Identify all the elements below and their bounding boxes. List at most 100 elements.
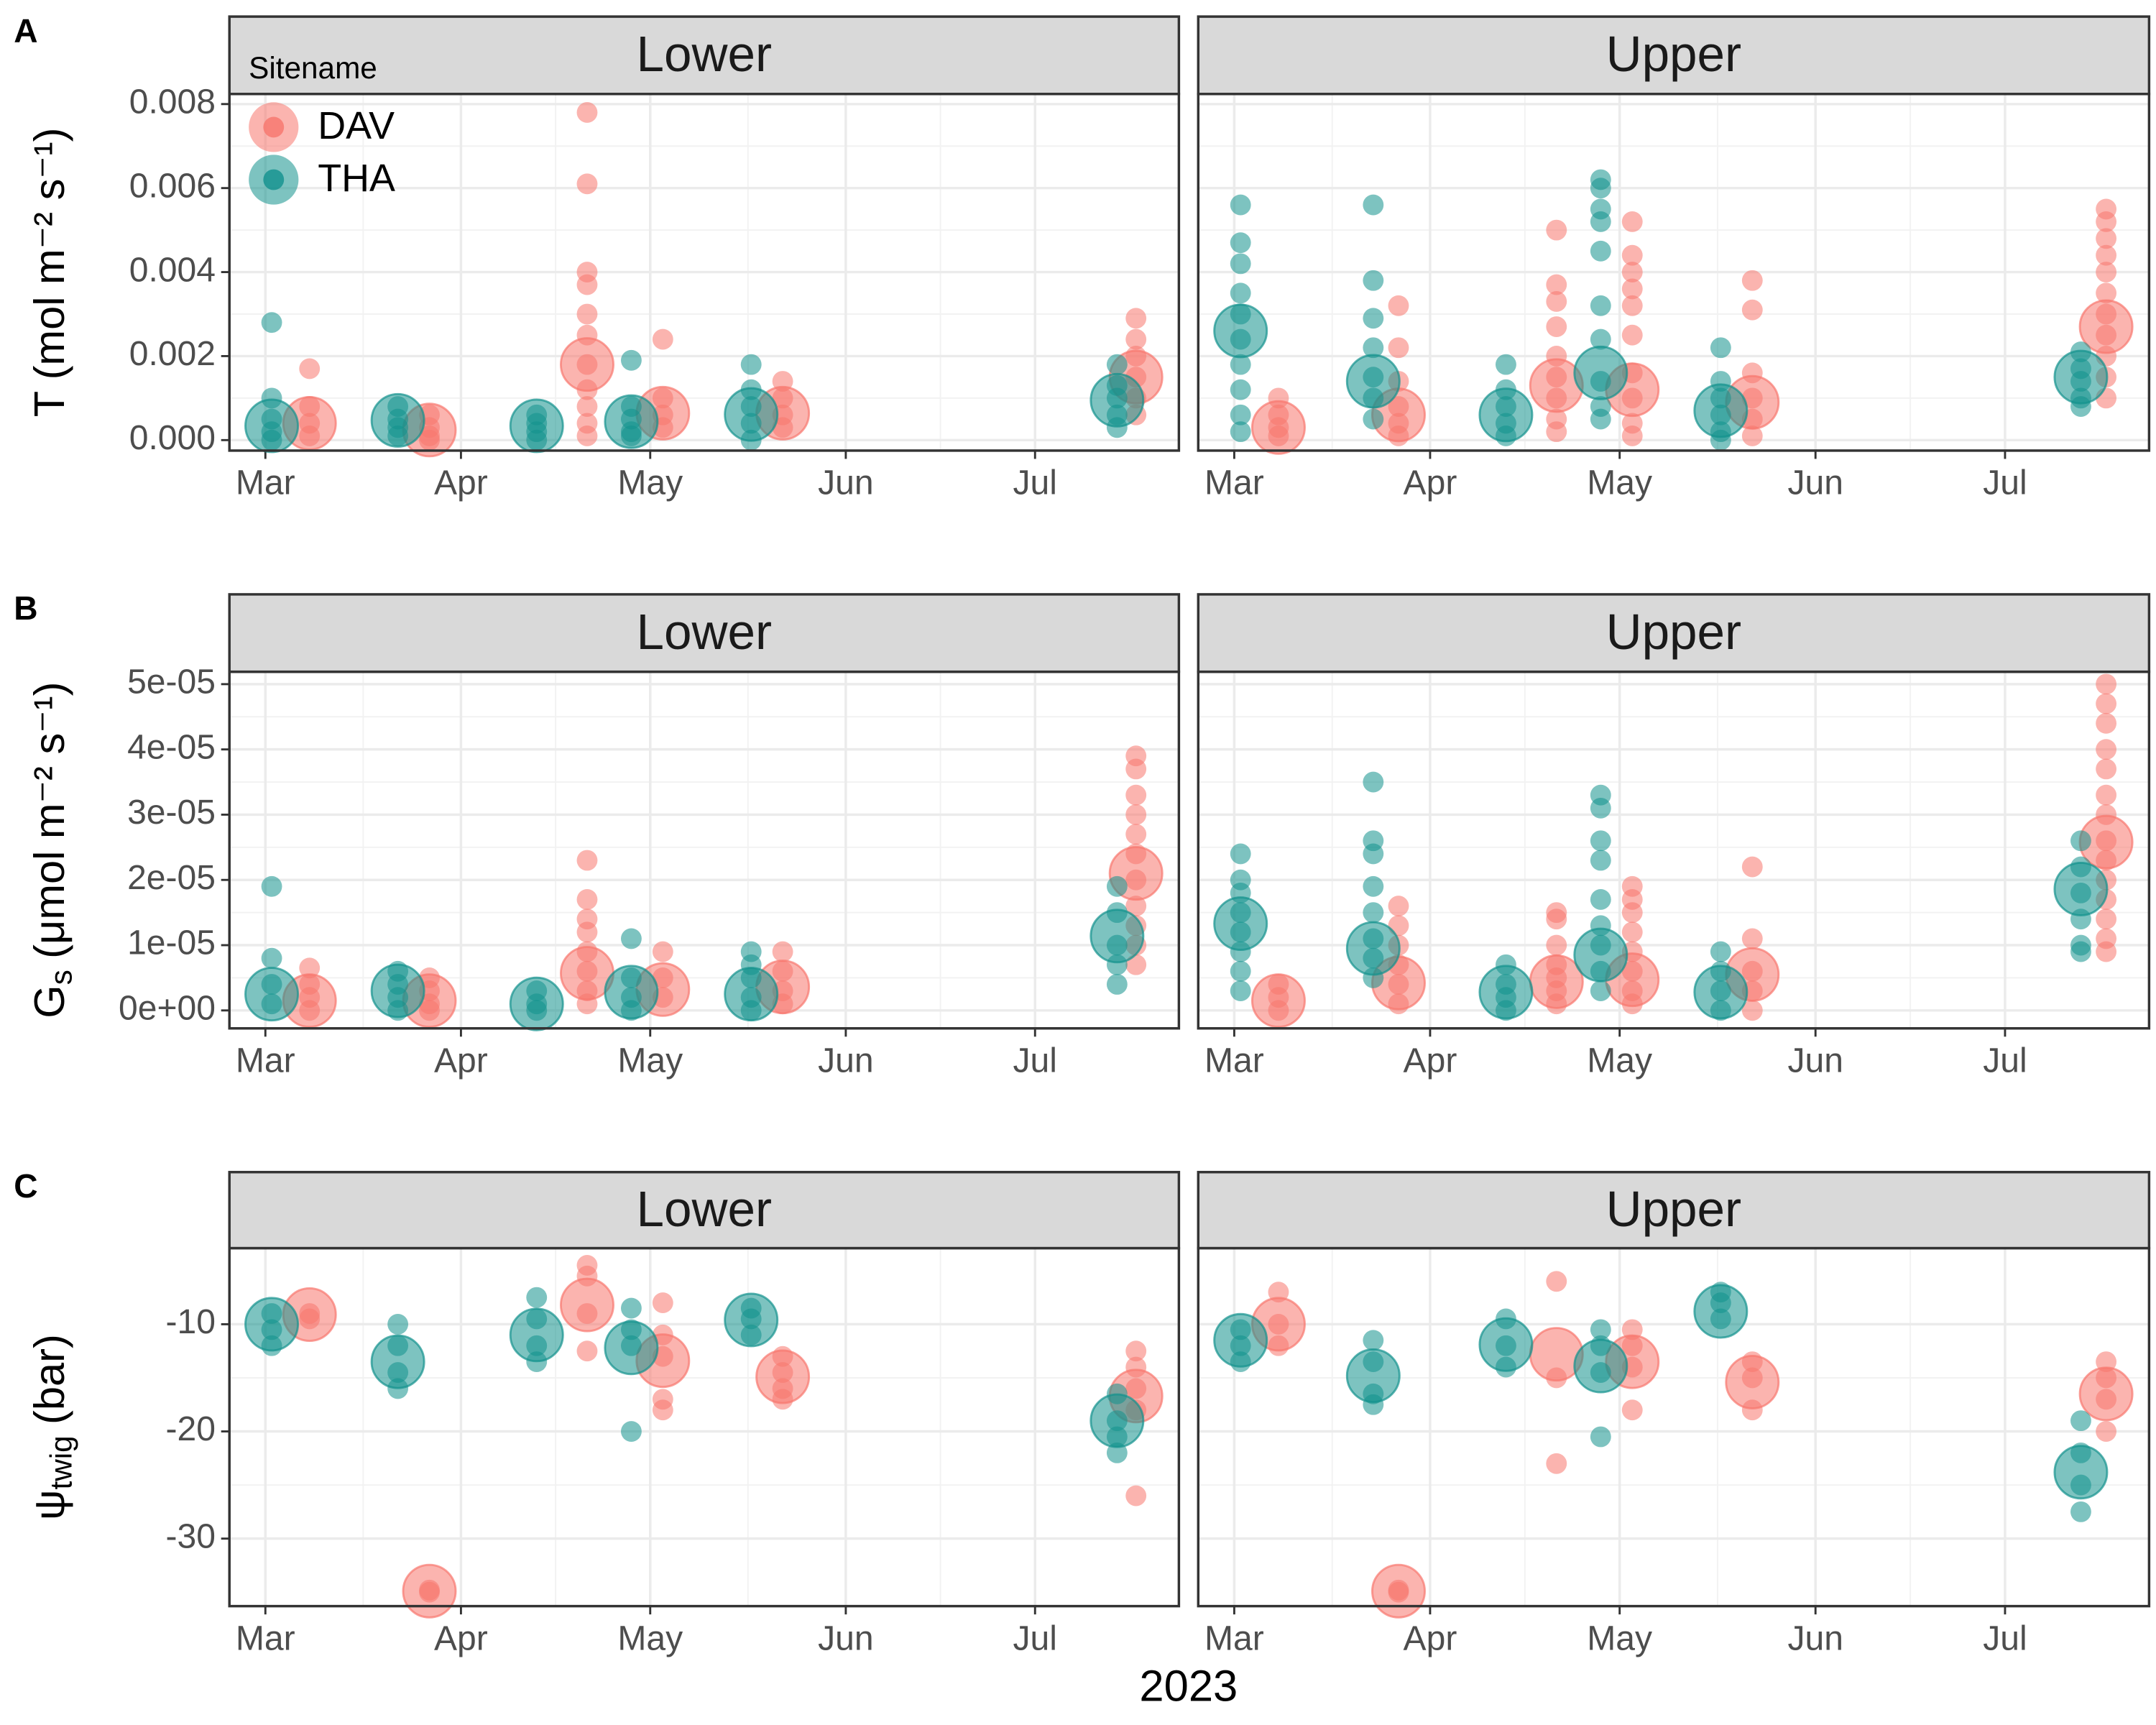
observation-point: [1363, 967, 1384, 988]
x-tick-label: Mar: [1204, 464, 1264, 502]
observation-point: [261, 387, 282, 409]
x-tick-label: Jun: [818, 464, 874, 502]
observation-point: [1230, 232, 1251, 254]
x-tick-label: Apr: [1404, 464, 1457, 502]
observation-point: [1230, 379, 1251, 400]
observation-point: [1125, 843, 1147, 865]
observation-point: [1230, 354, 1251, 375]
observation-point: [1546, 387, 1567, 409]
x-tick-label: Jul: [1983, 1041, 2027, 1080]
observation-point: [1710, 941, 1731, 962]
observation-point: [299, 1308, 321, 1330]
observation-point: [740, 413, 762, 434]
observation-point: [1546, 1367, 1567, 1389]
observation-point: [1621, 993, 1643, 1015]
observation-point: [1590, 830, 1611, 852]
observation-point: [1741, 960, 1763, 982]
observation-point: [1363, 387, 1384, 409]
observation-point: [652, 328, 673, 350]
facet-strip: [1197, 15, 2151, 96]
observation-point: [2070, 1501, 2091, 1522]
observation-point: [299, 396, 321, 417]
observation-point: [261, 1319, 282, 1340]
observation-point: [1230, 960, 1251, 982]
observation-point: [2096, 693, 2117, 714]
observation-point: [261, 1303, 282, 1324]
panel-background: [229, 671, 1179, 1029]
observation-point: [1710, 1292, 1731, 1314]
observation-point: [1741, 856, 1763, 878]
observation-point: [1741, 299, 1763, 321]
observation-point: [1741, 362, 1763, 384]
observation-point: [1496, 354, 1516, 375]
observation-point: [620, 349, 642, 371]
observation-point: [1125, 758, 1147, 780]
observation-point: [1363, 1330, 1384, 1351]
observation-point: [576, 850, 598, 871]
observation-point: [1621, 426, 1643, 446]
x-tick-label: Apr: [434, 1619, 488, 1657]
observation-point: [576, 396, 598, 417]
observation-point: [1363, 270, 1384, 291]
observation-point: [740, 354, 762, 375]
observation-point: [1590, 371, 1611, 392]
observation-point: [1388, 974, 1409, 995]
observation-point: [1546, 316, 1567, 337]
observation-point: [2070, 371, 2091, 392]
y-tick-label: -10: [166, 1302, 216, 1341]
y-tick-label: 4e-05: [127, 727, 216, 766]
observation-point: [1741, 1351, 1763, 1373]
observation-point: [387, 426, 409, 446]
x-tick-label: Mar: [236, 464, 295, 502]
observation-point: [1125, 869, 1147, 891]
observation-point: [740, 379, 762, 400]
y-tick-label: 5e-05: [127, 663, 216, 702]
observation-point: [740, 1308, 762, 1330]
facet-label: Upper: [1606, 1181, 1742, 1237]
observation-point: [1741, 426, 1763, 446]
observation-point: [1363, 875, 1384, 897]
observation-point: [740, 1324, 762, 1346]
observation-point: [1125, 804, 1147, 825]
observation-point: [1621, 1335, 1643, 1356]
observation-point: [1388, 396, 1409, 417]
observation-point: [1363, 902, 1384, 924]
y-axis-title: ψtwig (bar): [25, 1334, 78, 1520]
observation-point: [1710, 337, 1731, 359]
observation-point: [1590, 850, 1611, 871]
observation-point: [1106, 417, 1128, 438]
observation-point: [299, 426, 321, 446]
observation-point: [526, 1308, 548, 1330]
observation-point: [1230, 1335, 1251, 1356]
observation-point: [740, 967, 762, 988]
x-tick-label: Jun: [1787, 1619, 1843, 1657]
observation-point: [2096, 830, 2117, 852]
x-tick-label: Jun: [818, 1041, 874, 1080]
observation-point: [1546, 291, 1567, 312]
y-axis-title: T (mol m⁻² s⁻¹): [25, 127, 73, 417]
observation-point: [1230, 194, 1251, 216]
observation-point: [299, 1000, 321, 1021]
observation-point: [419, 1000, 440, 1021]
observation-point: [652, 387, 673, 409]
observation-point: [2096, 1367, 2117, 1389]
observation-point: [261, 312, 282, 334]
observation-point: [1230, 980, 1251, 1001]
observation-point: [620, 1335, 642, 1356]
observation-point: [620, 967, 642, 988]
observation-point: [1388, 337, 1409, 359]
facet-strip: [228, 15, 1181, 96]
observation-point: [1546, 1271, 1567, 1292]
panel-background: [1198, 671, 2150, 1029]
x-tick-label: Jul: [1013, 464, 1057, 502]
observation-point: [576, 889, 598, 910]
observation-point: [1230, 253, 1251, 275]
observation-point: [2096, 758, 2117, 780]
observation-point: [772, 1389, 793, 1410]
observation-point: [261, 429, 282, 451]
observation-point: [1496, 1335, 1516, 1356]
observation-point: [1590, 980, 1611, 1001]
observation-point: [1125, 784, 1147, 806]
x-tick-label: May: [1587, 1619, 1652, 1657]
observation-point: [620, 1297, 642, 1319]
